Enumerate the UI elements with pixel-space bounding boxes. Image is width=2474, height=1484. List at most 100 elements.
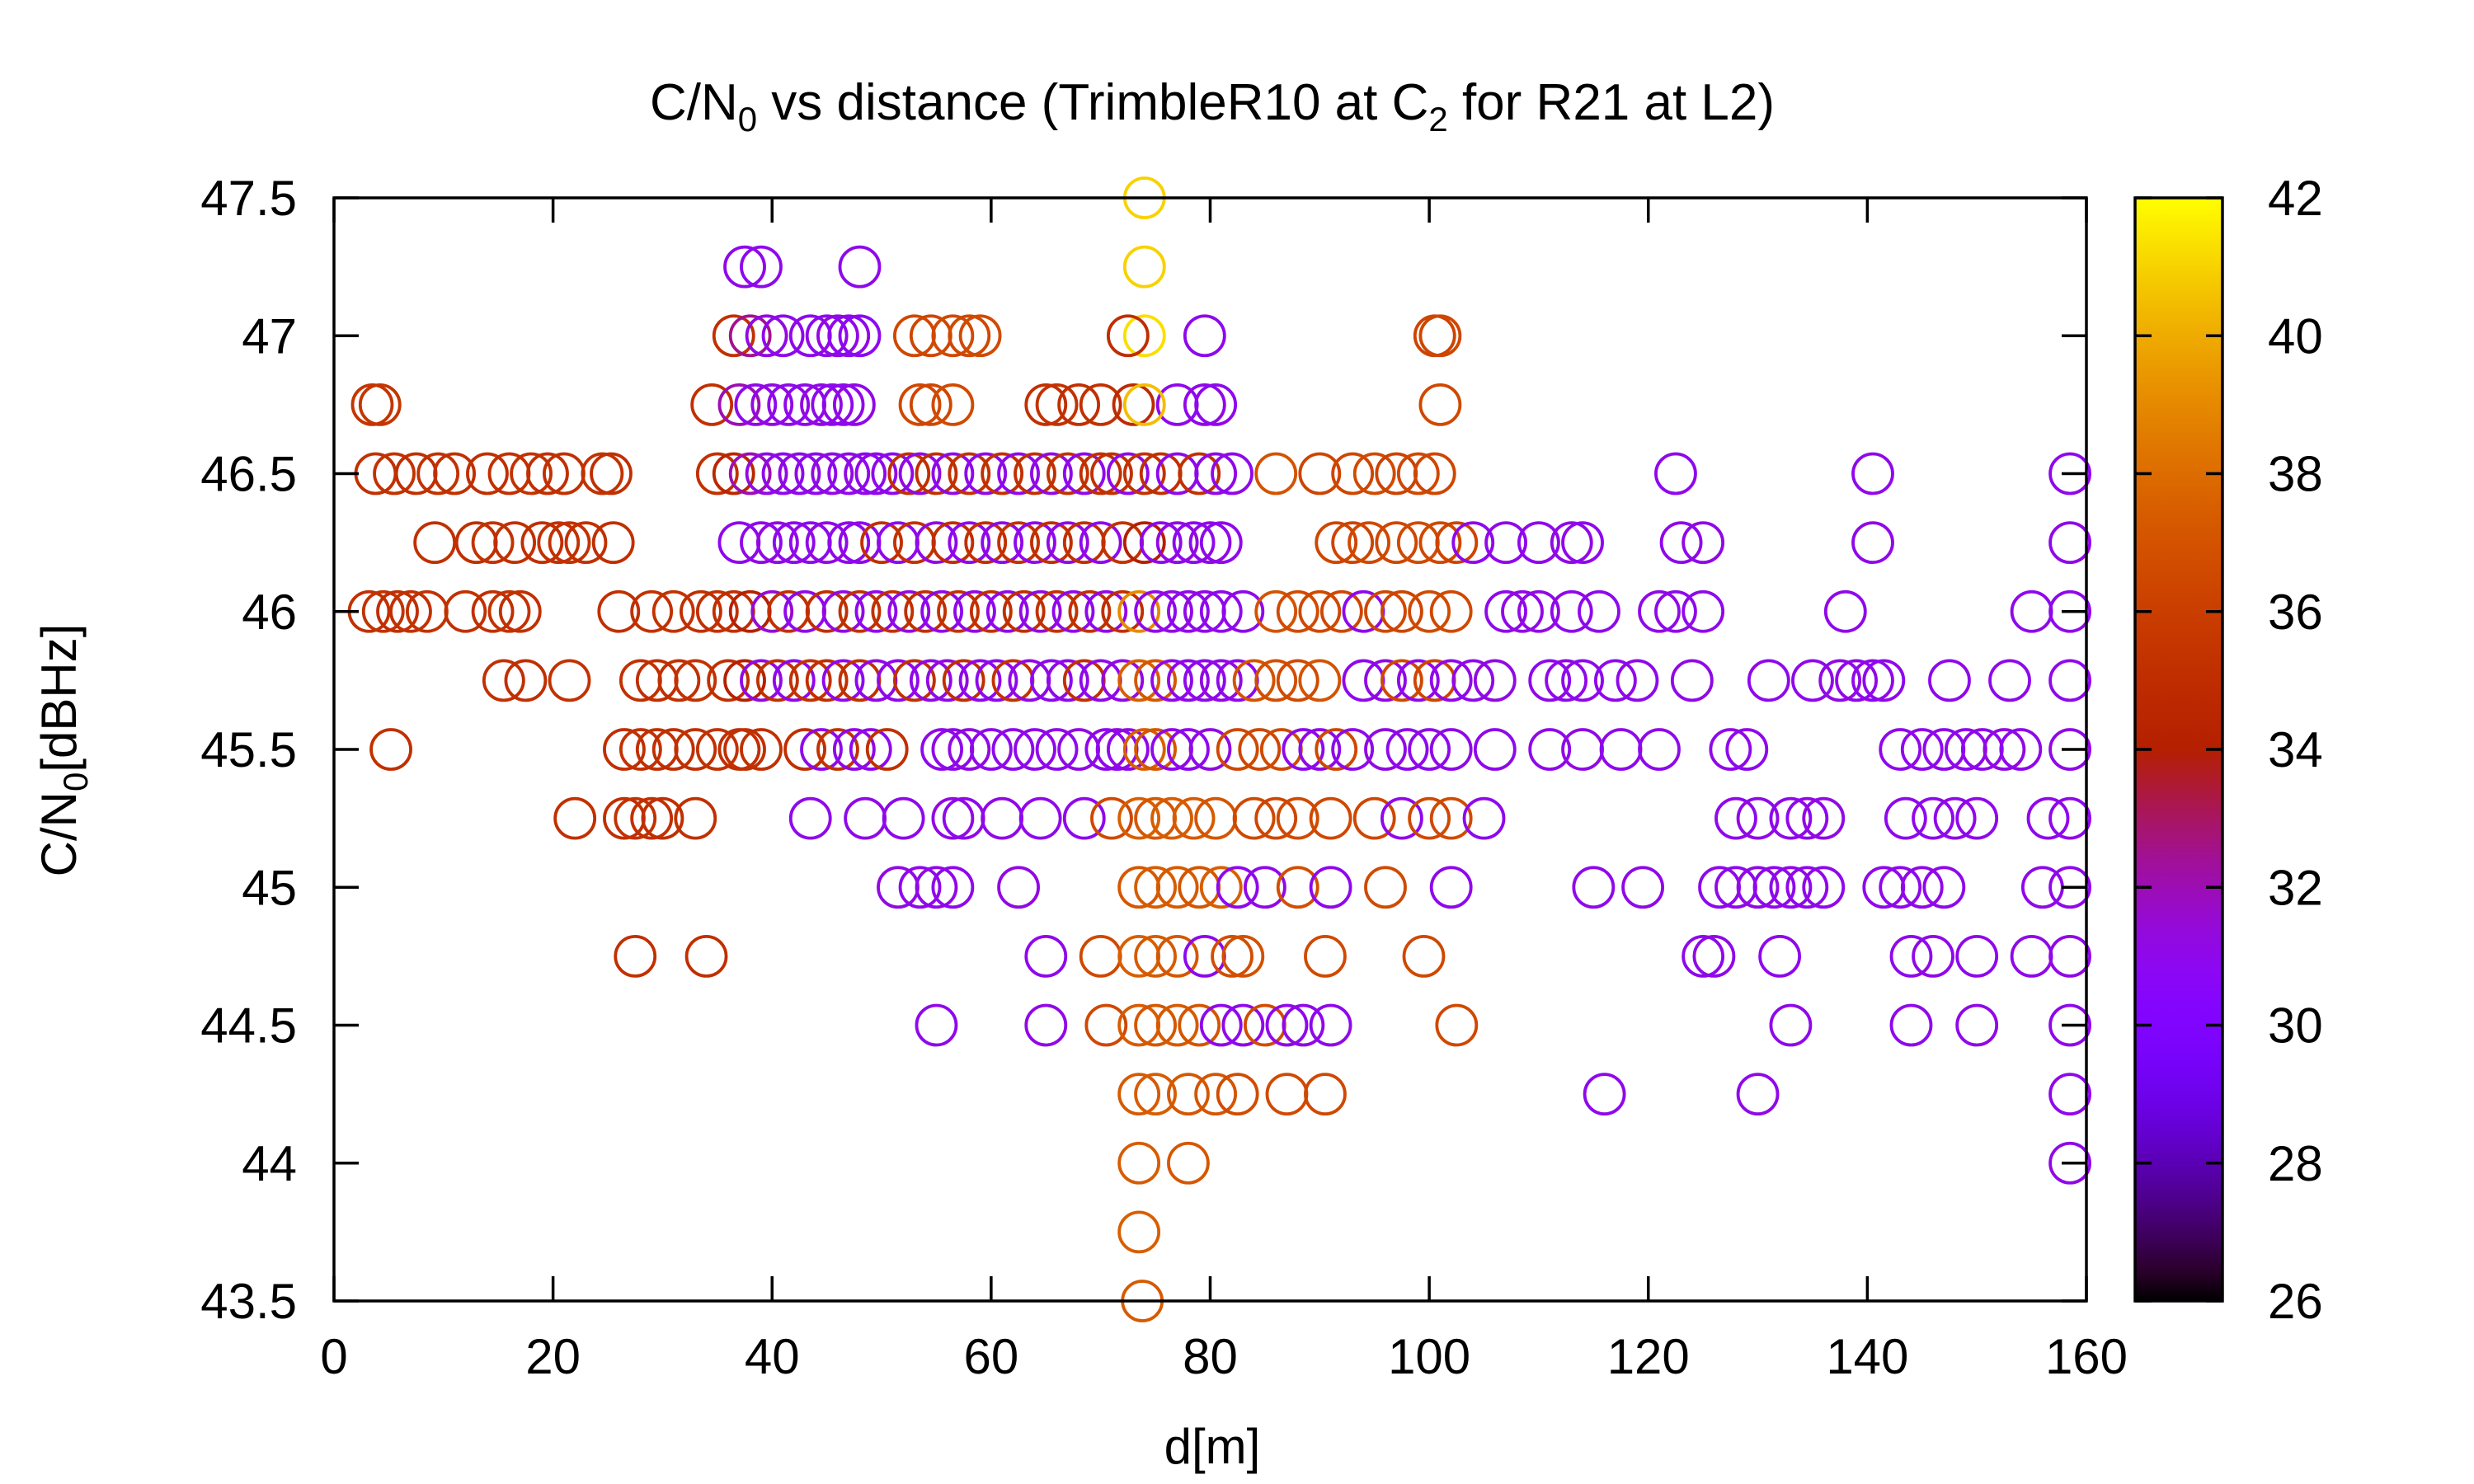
data-point bbox=[1851, 452, 1894, 495]
data-point bbox=[887, 589, 931, 633]
data-point bbox=[1139, 521, 1183, 565]
data-point bbox=[969, 589, 1013, 633]
data-point bbox=[1188, 521, 1232, 565]
data-point bbox=[1232, 659, 1276, 702]
data-point bbox=[1802, 796, 1846, 840]
data-point bbox=[1216, 728, 1259, 771]
data-point bbox=[2048, 452, 2091, 495]
data-point bbox=[1079, 934, 1122, 978]
x-tick-label: 20 bbox=[525, 1329, 581, 1384]
data-point bbox=[717, 521, 761, 565]
data-point bbox=[1396, 521, 1440, 565]
data-point bbox=[1375, 452, 1418, 495]
data-point bbox=[1150, 728, 1193, 771]
data-point bbox=[1988, 659, 2031, 702]
data-point bbox=[1183, 383, 1226, 426]
x-tick-label: 140 bbox=[1826, 1329, 1908, 1384]
data-point bbox=[1736, 1073, 1780, 1116]
data-point bbox=[2010, 934, 2053, 978]
data-point bbox=[1599, 728, 1643, 771]
data-point bbox=[1851, 659, 1894, 702]
data-point bbox=[871, 452, 915, 495]
data-point bbox=[772, 659, 816, 702]
data-point bbox=[1090, 796, 1133, 840]
data-point bbox=[915, 1003, 958, 1047]
data-point bbox=[1062, 796, 1106, 840]
chart-title-pre-sub: 0 bbox=[738, 100, 757, 139]
data-point bbox=[1035, 728, 1079, 771]
data-point bbox=[1117, 1073, 1161, 1116]
data-point bbox=[816, 314, 859, 358]
data-point bbox=[695, 452, 739, 495]
data-point bbox=[1122, 521, 1166, 565]
x-tick-label: 80 bbox=[1183, 1329, 1238, 1384]
data-point bbox=[1079, 383, 1122, 426]
data-point bbox=[1315, 728, 1358, 771]
data-point bbox=[1122, 314, 1166, 358]
data-point bbox=[898, 866, 942, 909]
data-point bbox=[805, 521, 849, 565]
data-point bbox=[1982, 728, 2026, 771]
data-point bbox=[1117, 796, 1161, 840]
data-point bbox=[487, 589, 531, 633]
data-point bbox=[832, 383, 876, 426]
data-point bbox=[1199, 866, 1243, 909]
data-point bbox=[931, 521, 975, 565]
data-point bbox=[997, 521, 1040, 565]
data-point bbox=[618, 728, 662, 771]
data-point bbox=[1106, 452, 1150, 495]
data-point bbox=[1199, 521, 1243, 565]
data-point bbox=[788, 796, 832, 840]
data-point bbox=[1276, 659, 1319, 702]
data-point bbox=[1079, 521, 1122, 565]
data-point bbox=[745, 452, 788, 495]
data-point bbox=[1517, 589, 1560, 633]
data-point bbox=[1117, 934, 1161, 978]
data-point bbox=[860, 521, 903, 565]
data-point bbox=[526, 452, 569, 495]
data-point bbox=[2048, 1003, 2091, 1047]
data-point bbox=[1912, 796, 1954, 840]
data-point bbox=[1331, 452, 1375, 495]
data-point bbox=[1244, 866, 1286, 909]
data-point bbox=[1101, 521, 1145, 565]
y-tick-label: 44 bbox=[242, 1136, 297, 1191]
data-point bbox=[695, 589, 739, 633]
data-point bbox=[1955, 1003, 1999, 1047]
data-point bbox=[2026, 796, 2070, 840]
data-point bbox=[1117, 866, 1161, 909]
data-point bbox=[1134, 866, 1177, 909]
data-point bbox=[1178, 866, 1221, 909]
data-point bbox=[350, 383, 394, 426]
data-point bbox=[1051, 589, 1095, 633]
data-point bbox=[1211, 934, 1253, 978]
data-point bbox=[893, 659, 936, 702]
data-point bbox=[651, 728, 695, 771]
data-point bbox=[948, 521, 991, 565]
data-point bbox=[1276, 796, 1319, 840]
data-point bbox=[827, 521, 871, 565]
data-point bbox=[772, 521, 816, 565]
data-point bbox=[1167, 1141, 1210, 1185]
data-point bbox=[854, 452, 898, 495]
data-point bbox=[740, 245, 783, 289]
data-point bbox=[1155, 1003, 1199, 1047]
colorbar-tick-label: 42 bbox=[2268, 171, 2323, 226]
data-point bbox=[981, 796, 1024, 840]
data-point bbox=[1889, 1003, 1933, 1047]
data-point bbox=[1654, 589, 1697, 633]
data-point bbox=[2048, 1141, 2091, 1185]
data-point bbox=[1194, 1073, 1238, 1116]
data-point bbox=[1035, 589, 1079, 633]
data-point bbox=[849, 728, 892, 771]
data-point bbox=[581, 452, 624, 495]
data-point bbox=[1298, 659, 1342, 702]
data-point bbox=[373, 452, 416, 495]
data-point bbox=[1216, 866, 1259, 909]
data-point bbox=[1117, 1141, 1161, 1185]
data-point bbox=[1451, 521, 1495, 565]
data-point bbox=[1435, 1003, 1479, 1047]
data-point bbox=[1851, 521, 1894, 565]
data-point bbox=[413, 521, 457, 565]
